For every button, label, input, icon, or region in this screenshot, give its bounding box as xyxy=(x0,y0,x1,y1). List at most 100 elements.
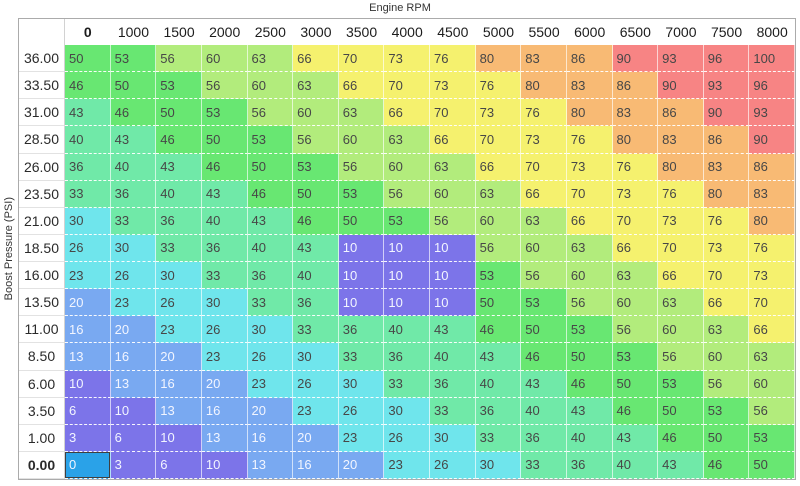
table-cell[interactable]: 100 xyxy=(749,45,795,73)
table-cell[interactable]: 86 xyxy=(703,126,750,154)
table-cell[interactable]: 66 xyxy=(658,262,704,290)
table-cell[interactable]: 66 xyxy=(566,207,613,235)
table-cell[interactable]: 93 xyxy=(658,45,704,73)
table-cell[interactable]: 90 xyxy=(749,126,795,154)
table-cell[interactable]: 36 xyxy=(201,234,248,262)
table-cell[interactable]: 10 xyxy=(384,234,430,262)
table-cell[interactable]: 6 xyxy=(156,451,202,479)
table-cell[interactable]: 33 xyxy=(384,370,430,398)
table-cell[interactable]: 90 xyxy=(658,72,704,100)
table-cell[interactable]: 46 xyxy=(612,397,659,425)
table-cell[interactable]: 36 xyxy=(566,451,613,479)
table-cell[interactable]: 40 xyxy=(110,153,157,181)
table-cell[interactable]: 60 xyxy=(612,289,659,317)
column-header-0[interactable]: 0 xyxy=(65,19,111,45)
table-cell[interactable]: 50 xyxy=(338,207,385,235)
table-cell[interactable]: 33 xyxy=(475,424,522,452)
column-header-1500[interactable]: 1500 xyxy=(156,19,202,45)
table-cell[interactable]: 63 xyxy=(521,207,567,235)
column-header-2000[interactable]: 2000 xyxy=(201,19,248,45)
table-cell[interactable]: 66 xyxy=(703,289,750,317)
table-cell[interactable]: 70 xyxy=(749,289,795,317)
table-cell[interactable]: 66 xyxy=(521,180,567,208)
table-cell[interactable]: 10 xyxy=(156,424,202,452)
table-cell[interactable]: 70 xyxy=(338,45,385,73)
table-cell[interactable]: 40 xyxy=(201,207,248,235)
table-cell[interactable]: 56 xyxy=(703,370,750,398)
row-header-6.00[interactable]: 6.00 xyxy=(19,370,65,398)
table-cell[interactable]: 83 xyxy=(521,45,567,73)
table-cell[interactable]: 3 xyxy=(65,424,111,452)
table-cell[interactable]: 53 xyxy=(566,316,613,344)
table-cell[interactable]: 36 xyxy=(384,343,430,371)
table-cell[interactable]: 23 xyxy=(293,397,339,425)
table-cell[interactable]: 36 xyxy=(156,207,202,235)
table-cell[interactable]: 26 xyxy=(201,316,248,344)
table-cell[interactable]: 30 xyxy=(430,424,476,452)
table-cell[interactable]: 66 xyxy=(293,45,339,73)
table-cell[interactable]: 86 xyxy=(658,99,704,127)
table-cell[interactable]: 46 xyxy=(566,370,613,398)
table-cell[interactable]: 43 xyxy=(612,424,659,452)
table-cell[interactable]: 63 xyxy=(338,99,385,127)
table-cell[interactable]: 13 xyxy=(65,343,111,371)
table-cell[interactable]: 70 xyxy=(658,234,704,262)
table-cell[interactable]: 10 xyxy=(384,262,430,290)
table-cell[interactable]: 10 xyxy=(201,451,248,479)
row-header-3.50[interactable]: 3.50 xyxy=(19,397,65,425)
table-cell[interactable]: 26 xyxy=(156,289,202,317)
column-header-3500[interactable]: 3500 xyxy=(338,19,385,45)
table-cell[interactable]: 66 xyxy=(384,99,430,127)
column-header-1000[interactable]: 1000 xyxy=(110,19,157,45)
table-cell[interactable]: 46 xyxy=(293,207,339,235)
table-cell[interactable]: 36 xyxy=(521,424,567,452)
table-cell[interactable]: 10 xyxy=(338,289,385,317)
table-cell[interactable]: 26 xyxy=(430,451,476,479)
table-cell[interactable]: 33 xyxy=(521,451,567,479)
table-cell[interactable]: 40 xyxy=(65,126,111,154)
table-cell[interactable]: 53 xyxy=(156,72,202,100)
table-cell[interactable]: 63 xyxy=(384,126,430,154)
table-cell[interactable]: 43 xyxy=(475,343,522,371)
table-cell[interactable]: 63 xyxy=(475,180,522,208)
table-cell[interactable]: 60 xyxy=(658,316,704,344)
table-cell[interactable]: 60 xyxy=(338,126,385,154)
table-cell[interactable]: 43 xyxy=(521,370,567,398)
table-cell[interactable]: 53 xyxy=(475,262,522,290)
table-cell[interactable]: 70 xyxy=(384,72,430,100)
table-cell[interactable]: 60 xyxy=(247,72,294,100)
table-cell[interactable]: 43 xyxy=(65,99,111,127)
table-cell[interactable]: 76 xyxy=(430,45,476,73)
table-cell[interactable]: 16 xyxy=(156,370,202,398)
table-cell[interactable]: 73 xyxy=(749,262,795,290)
table-cell[interactable]: 13 xyxy=(110,370,157,398)
table-cell[interactable]: 66 xyxy=(430,126,476,154)
table-cell[interactable]: 16 xyxy=(201,397,248,425)
table-cell[interactable]: 66 xyxy=(338,72,385,100)
table-cell[interactable]: 70 xyxy=(521,153,567,181)
column-header-7500[interactable]: 7500 xyxy=(703,19,750,45)
table-cell[interactable]: 43 xyxy=(430,316,476,344)
table-cell[interactable]: 23 xyxy=(338,424,385,452)
row-header-33.50[interactable]: 33.50 xyxy=(19,72,65,100)
table-cell[interactable]: 56 xyxy=(430,207,476,235)
table-cell[interactable]: 60 xyxy=(430,180,476,208)
table-cell[interactable]: 56 xyxy=(612,316,659,344)
table-cell[interactable]: 80 xyxy=(566,99,613,127)
table-cell[interactable]: 56 xyxy=(293,126,339,154)
table-cell[interactable]: 63 xyxy=(247,45,294,73)
table-cell[interactable]: 80 xyxy=(703,180,750,208)
table-cell[interactable]: 46 xyxy=(475,316,522,344)
table-cell[interactable]: 6 xyxy=(110,424,157,452)
table-cell[interactable]: 20 xyxy=(293,424,339,452)
table-cell[interactable]: 26 xyxy=(293,370,339,398)
table-cell[interactable]: 13 xyxy=(156,397,202,425)
table-cell[interactable]: 20 xyxy=(65,289,111,317)
table-cell[interactable]: 56 xyxy=(247,99,294,127)
table-cell[interactable]: 33 xyxy=(65,180,111,208)
table-cell[interactable]: 6 xyxy=(65,397,111,425)
table-cell[interactable]: 63 xyxy=(430,153,476,181)
table-cell[interactable]: 30 xyxy=(65,207,111,235)
table-cell[interactable]: 46 xyxy=(156,126,202,154)
table-cell[interactable]: 16 xyxy=(110,343,157,371)
